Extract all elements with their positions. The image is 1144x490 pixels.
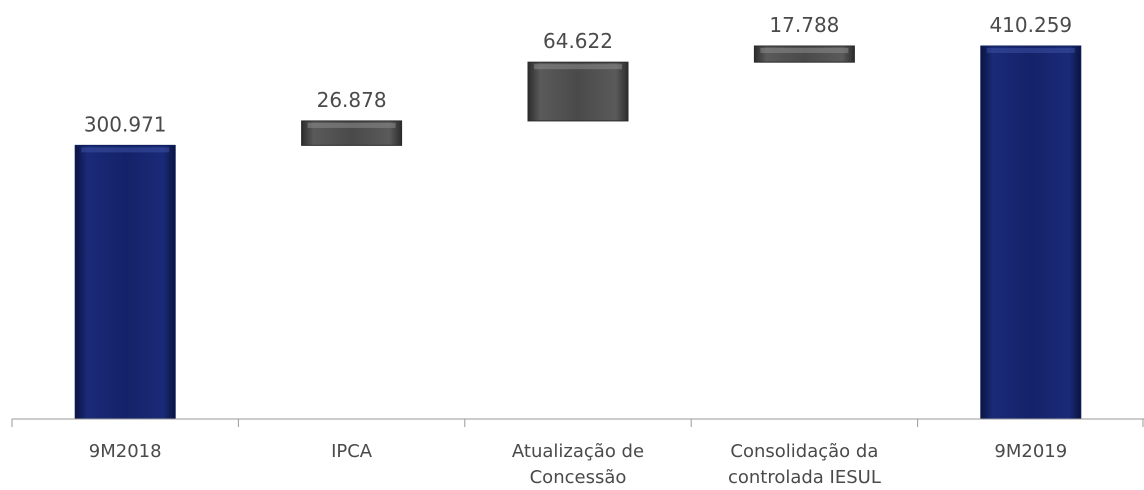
data-label: 300.971 bbox=[84, 112, 167, 136]
data-label: 410.259 bbox=[989, 13, 1072, 37]
data-label: 64.622 bbox=[543, 29, 613, 53]
data-label: 17.788 bbox=[769, 13, 839, 37]
x-tick-label: controlada IESUL bbox=[728, 467, 881, 488]
delta-bar bbox=[527, 61, 629, 122]
bar-highlight bbox=[986, 48, 1075, 53]
x-tick-label: 9M2018 bbox=[89, 441, 162, 462]
x-tick-label: Consolidação da bbox=[730, 441, 878, 462]
x-tick-label: 9M2019 bbox=[994, 441, 1067, 462]
bar-highlight bbox=[307, 122, 396, 128]
bar-highlight bbox=[760, 48, 849, 53]
x-tick-label: Concessão bbox=[530, 467, 627, 488]
bar-highlight bbox=[534, 64, 622, 70]
x-tick-label: IPCA bbox=[331, 441, 373, 462]
total-bar bbox=[980, 45, 1082, 420]
x-tick-label: Atualização de bbox=[512, 441, 644, 462]
bar-highlight bbox=[81, 147, 170, 153]
data-label: 26.878 bbox=[317, 88, 387, 112]
total-bar bbox=[74, 144, 176, 420]
